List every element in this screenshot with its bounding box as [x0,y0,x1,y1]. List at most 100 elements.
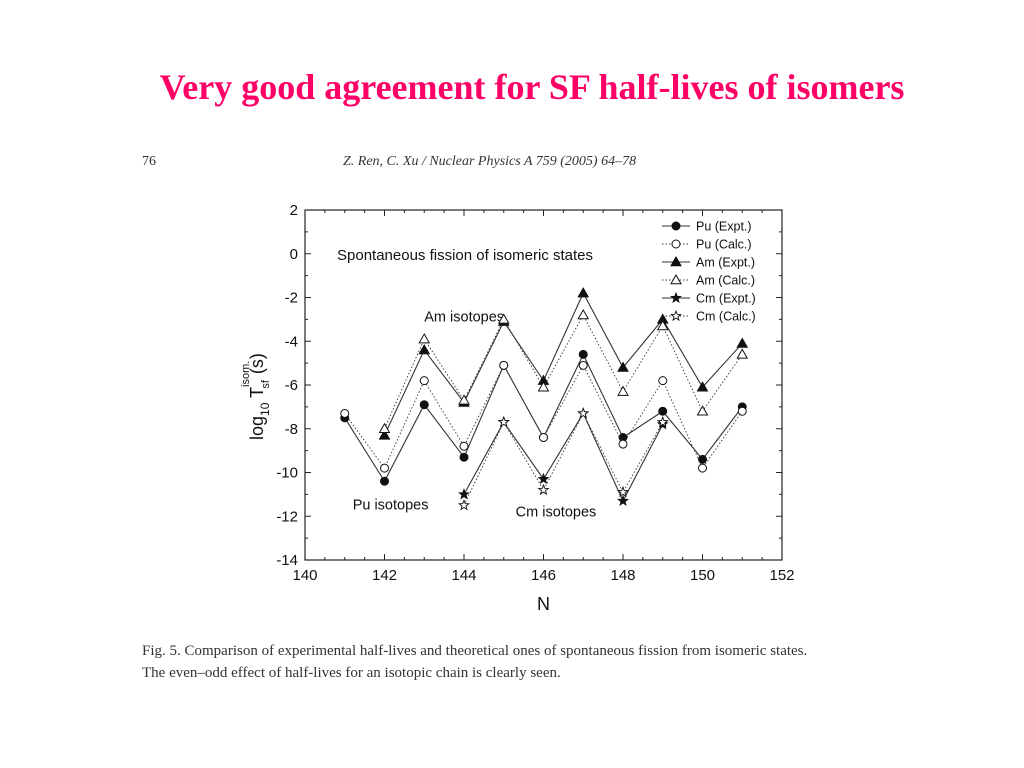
data-point [458,488,470,500]
legend-entry: Cm (Calc.) [696,310,756,324]
figure-caption: Fig. 5. Comparison of experimental half-… [142,640,962,684]
y-tick-label: -10 [276,465,298,482]
legend-entry: Am (Calc.) [696,274,755,288]
legend-marker [670,291,682,304]
data-point [537,381,550,392]
legend-marker [671,239,681,249]
y-tick-label: 2 [290,202,298,219]
data-point [577,308,590,320]
data-point [696,405,709,416]
data-point [378,422,391,433]
data-point [419,376,429,386]
data-point [658,376,668,386]
y-tick-label: -6 [285,377,298,394]
series-annotation: Am isotopes [424,310,504,326]
data-point [497,415,510,428]
y-tick-label: -4 [285,333,298,350]
legend-entry: Am (Expt.) [696,256,755,270]
x-axis-label: N [537,594,550,614]
legend-marker [670,273,682,285]
y-tick-label: -8 [285,421,298,438]
data-point [618,439,628,449]
x-tick-label: 148 [610,567,635,584]
series-pu-expt [340,349,747,486]
x-tick-label: 142 [372,567,397,584]
series-cm-calc [458,407,669,511]
x-tick-label: 140 [292,567,317,584]
series-am-calc [378,308,749,433]
data-point [577,407,590,419]
x-tick-label: 150 [690,567,715,584]
series-line [384,314,743,429]
series-pu-calc [340,360,747,473]
y-tick-label: -2 [285,290,298,307]
series-annotation: Cm isotopes [516,504,597,520]
x-tick-label: 152 [769,567,794,584]
data-point [737,406,747,416]
series-annotation: Pu isotopes [353,498,429,514]
data-point [537,483,550,496]
caption-line-2: The even–odd effect of half-lives for an… [142,665,561,681]
data-point [577,287,590,298]
y-tick-label: -12 [276,508,298,525]
data-point [698,463,707,473]
y-axis-label-part: isom. [240,361,252,387]
data-point [419,400,429,410]
data-point [539,433,548,442]
legend: Pu (Expt.) Pu (Calc.) Am (Expt.) Am (Calc.)… [662,220,756,324]
data-point [656,319,669,331]
data-point [378,429,391,440]
series-line [463,412,664,506]
legend-marker [670,255,682,267]
data-point [617,494,629,507]
data-point [418,333,431,344]
legend-marker [670,309,682,322]
x-tick-label: 144 [451,567,476,584]
data-point [736,348,749,359]
y-axis-label-part: sf [260,379,272,389]
page-number: 76 [142,154,156,169]
caption-line-1: Fig. 5. Comparison of experimental half-… [142,643,808,659]
y-tick-label: -14 [276,552,298,569]
data-point [418,343,431,355]
data-point [578,349,588,359]
data-point [340,408,350,418]
y-axis-label-part: T [247,387,267,403]
data-point [459,452,469,462]
data-point [658,406,668,416]
data-point [578,360,588,370]
y-axis-label-part: (s) [247,353,267,374]
data-point [617,385,629,396]
data-point [380,463,389,473]
citation: Z. Ren, C. Xu / Nuclear Physics A 759 (2… [343,154,637,169]
series-line [384,291,743,436]
data-point [499,360,509,370]
data-point [497,313,510,324]
data-point [459,441,469,451]
data-point [698,454,707,464]
y-axis-label-part: 10 [258,402,272,416]
y-axis-label-part: log [247,416,267,440]
slide-title: Very good agreement for SF half-lives of… [159,67,905,107]
series-line [463,412,664,503]
data-point [696,381,709,392]
data-point [458,499,470,511]
legend-marker [671,221,681,231]
x-tick-label: 146 [531,567,556,584]
chart-title: Spontaneous fission of isomeric states [337,247,593,264]
y-axis-label: log10 Tisom. sf (s) [240,353,272,440]
data-point [617,485,629,498]
isomer-fission-chart: 140 142 144 146 148 150 152 2 0 -2 -4 -6 -8 -10 -12 -14… [240,202,795,614]
data-point [537,472,550,485]
data-point [736,337,749,348]
data-point [617,361,629,372]
data-point [380,476,389,486]
legend-entry: Cm (Expt.) [696,292,756,306]
data-point [656,415,669,428]
data-point [458,394,470,405]
legend-entry: Pu (Calc.) [696,238,752,252]
y-tick-label: 0 [290,246,298,263]
series-line [344,353,743,483]
legend-entry: Pu (Expt.) [696,220,752,234]
series-cm-expt [458,407,669,507]
